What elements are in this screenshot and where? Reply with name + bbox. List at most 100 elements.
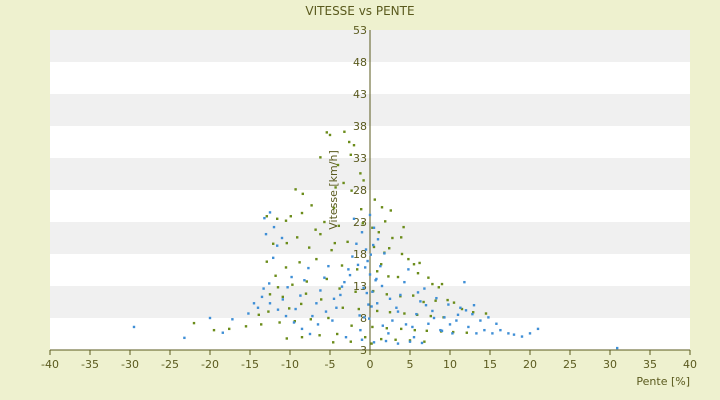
data-point-series-a — [294, 188, 297, 191]
data-point-series-a — [377, 231, 380, 234]
data-point-series-a — [350, 189, 353, 192]
data-point-series-a — [399, 295, 402, 298]
data-point-series-b — [376, 302, 379, 305]
data-point-series-b — [348, 273, 352, 277]
data-point-series-a — [418, 261, 421, 265]
y-tick-label: 43 — [353, 88, 367, 101]
data-point-series-b — [396, 310, 400, 313]
data-point-series-b — [347, 268, 350, 271]
data-point-series-b — [365, 291, 368, 295]
data-point-series-b — [388, 297, 392, 300]
data-point-series-a — [376, 309, 379, 313]
data-point-series-a — [389, 209, 392, 212]
data-point-series-b — [363, 316, 366, 319]
data-point-series-a — [349, 340, 352, 343]
data-point-series-a — [336, 332, 339, 336]
data-point-series-b — [391, 319, 394, 322]
data-point-series-a — [228, 327, 231, 331]
data-point-series-a — [396, 275, 400, 279]
data-point-series-a — [402, 225, 405, 229]
data-point-series-b — [327, 264, 330, 268]
data-point-series-a — [484, 312, 488, 315]
data-point-series-a — [371, 226, 374, 229]
data-point-series-b — [316, 323, 320, 326]
data-points — [132, 130, 619, 350]
data-point-series-b — [183, 336, 186, 340]
x-tick-label: 10 — [443, 358, 457, 371]
data-point-series-a — [284, 266, 288, 269]
data-point-series-b — [420, 341, 424, 345]
data-point-series-a — [349, 153, 352, 156]
x-tick-label: 40 — [683, 358, 697, 371]
data-point-series-a — [437, 286, 440, 289]
data-point-series-b — [387, 332, 390, 335]
data-point-series-b — [344, 336, 348, 339]
data-point-series-b — [335, 306, 338, 309]
data-point-series-b — [507, 332, 510, 335]
data-point-series-b — [319, 289, 322, 292]
data-point-series-b — [323, 276, 326, 279]
data-point-series-a — [338, 287, 341, 290]
data-point-series-b — [331, 319, 334, 322]
y-tick-label: 28 — [353, 184, 367, 197]
data-point-series-b — [276, 244, 279, 247]
y-tick-label: 13 — [353, 280, 367, 293]
data-point-series-a — [334, 186, 337, 189]
data-point-series-a — [276, 286, 280, 289]
x-tick-label: -20 — [201, 358, 219, 371]
x-tick-label: -5 — [325, 358, 336, 371]
data-point-series-b — [343, 280, 346, 284]
data-point-series-b — [356, 263, 360, 267]
data-point-series-a — [212, 328, 216, 332]
data-point-series-a — [361, 222, 364, 225]
data-point-series-b — [355, 242, 358, 245]
data-point-series-b — [381, 324, 384, 327]
y-axis-label: Vitesse [km/h] — [327, 150, 340, 230]
data-point-series-b — [231, 318, 234, 321]
data-point-series-a — [305, 280, 308, 283]
data-point-series-a — [309, 318, 312, 321]
data-point-series-a — [285, 241, 288, 245]
data-point-series-b — [299, 294, 302, 297]
data-point-series-a — [341, 306, 344, 309]
data-point-series-b — [294, 307, 297, 311]
data-point-series-b — [467, 325, 470, 329]
data-point-series-b — [340, 285, 344, 288]
data-point-series-a — [440, 282, 444, 286]
data-point-series-a — [301, 192, 304, 196]
data-point-series-a — [380, 263, 383, 266]
data-point-series-a — [315, 257, 318, 261]
x-tick-label: -25 — [161, 358, 179, 371]
data-point-series-b — [268, 211, 272, 214]
data-point-series-a — [192, 321, 196, 325]
data-point-series-a — [371, 325, 374, 329]
data-point-series-a — [385, 327, 388, 330]
data-point-series-a — [319, 156, 322, 159]
data-point-series-b — [479, 319, 482, 322]
data-point-series-b — [364, 266, 367, 269]
data-point-series-a — [346, 240, 349, 244]
data-point-series-b — [456, 313, 460, 316]
data-point-series-b — [367, 303, 370, 306]
data-point-series-a — [328, 133, 332, 137]
data-point-series-b — [616, 346, 619, 350]
data-point-series-a — [318, 334, 321, 337]
data-point-series-b — [396, 342, 400, 345]
data-point-series-a — [285, 337, 288, 340]
data-point-series-a — [391, 236, 394, 240]
data-point-series-a — [364, 336, 367, 339]
data-point-series-a — [413, 328, 416, 332]
data-point-series-b — [371, 290, 374, 293]
x-tick-label: 35 — [643, 358, 657, 371]
data-point-series-a — [342, 181, 345, 185]
x-tick-label: 5 — [407, 358, 414, 371]
data-point-series-a — [370, 342, 373, 345]
data-point-series-b — [520, 335, 524, 338]
data-point-series-a — [267, 310, 270, 313]
data-point-series-b — [263, 216, 266, 220]
data-point-series-b — [487, 316, 490, 319]
data-point-series-a — [354, 290, 357, 293]
data-point-series-a — [272, 242, 275, 245]
data-point-series-b — [415, 312, 418, 316]
data-point-series-b — [379, 264, 382, 268]
